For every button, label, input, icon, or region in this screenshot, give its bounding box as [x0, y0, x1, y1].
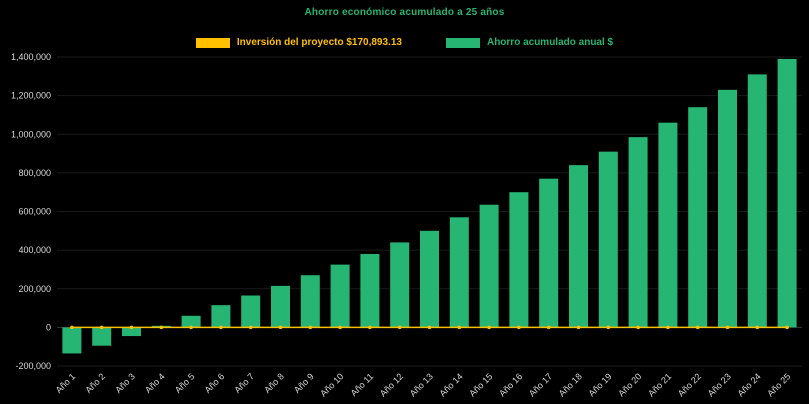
x-axis-label: Año 24	[735, 371, 762, 398]
x-axis-label: Año 20	[616, 371, 643, 398]
bar	[211, 305, 231, 328]
x-axis-label: Año 6	[203, 371, 227, 395]
line-marker	[487, 325, 491, 330]
line-marker	[606, 325, 611, 330]
chart-title: Ahorro económico acumulado a 25 años	[304, 7, 505, 18]
bar	[539, 178, 559, 328]
line-marker	[666, 325, 670, 330]
x-axis-label: Año 1	[54, 371, 78, 395]
line-marker	[248, 325, 253, 330]
bar	[330, 264, 350, 328]
y-axis-tick-label: 0	[46, 322, 51, 332]
line-marker	[70, 325, 74, 330]
x-axis-label: Año 17	[527, 371, 554, 398]
y-axis-tick-label: 600,000	[18, 207, 51, 217]
bar	[271, 285, 290, 328]
x-axis-label: Año 18	[557, 371, 584, 398]
legend-item-savings: Ahorro acumulado anual $	[445, 37, 614, 48]
line-marker	[755, 325, 760, 330]
bar	[449, 217, 469, 328]
bar	[777, 58, 797, 328]
y-axis-tick-label: -200,000	[15, 361, 51, 371]
legend-label-investment: Inversión del proyecto $170,893.13	[236, 37, 402, 48]
line-marker	[725, 325, 730, 330]
line-marker	[368, 325, 372, 330]
line-marker	[338, 325, 342, 330]
line-marker	[129, 325, 134, 330]
line-marker	[636, 325, 640, 330]
y-axis-tick-label: 400,000	[18, 245, 51, 255]
bar	[747, 74, 767, 328]
x-axis-label: Año 3	[113, 371, 137, 395]
bar	[300, 275, 320, 328]
bar	[718, 89, 737, 328]
bar	[598, 151, 618, 328]
line-marker	[219, 325, 223, 330]
line-marker	[397, 325, 402, 330]
bar	[241, 295, 261, 328]
bar	[122, 327, 141, 337]
bar	[360, 253, 380, 328]
x-axis-label: Año 8	[262, 371, 286, 395]
line-marker	[517, 325, 521, 330]
y-axis-tick-label: 800,000	[18, 168, 51, 178]
y-axis-tick-label: 1,200,000	[11, 91, 51, 101]
x-axis-label: Año 16	[497, 371, 524, 398]
line-marker	[189, 325, 193, 330]
line-marker	[427, 325, 432, 330]
line-marker	[159, 325, 164, 330]
y-axis-tick-label: 1,400,000	[11, 52, 51, 62]
bar	[509, 192, 529, 328]
bar	[420, 230, 439, 328]
line-marker	[278, 325, 283, 330]
line-marker	[546, 325, 551, 330]
line-marker	[457, 325, 462, 330]
x-axis-label: Año 9	[292, 371, 316, 395]
bar	[569, 165, 588, 328]
x-axis-label: Año 10	[318, 371, 345, 398]
x-axis-label: Año 14	[437, 371, 464, 398]
bar	[688, 107, 708, 328]
x-axis-label: Año 5	[173, 371, 197, 395]
legend-label-savings: Ahorro acumulado anual $	[486, 37, 614, 48]
bar	[658, 122, 678, 328]
bar	[628, 137, 648, 328]
bar	[181, 315, 201, 328]
x-axis-label: Año 2	[83, 371, 107, 395]
line-marker	[695, 325, 700, 330]
x-axis-label: Año 11	[349, 371, 376, 398]
y-axis-tick-label: 1,000,000	[11, 129, 51, 139]
y-axis-tick-label: 200,000	[18, 284, 51, 294]
legend-item-investment: Inversión del proyecto $170,893.13	[195, 37, 402, 48]
x-axis-label: Año 7	[232, 371, 256, 395]
x-axis-label: Año 22	[676, 371, 703, 398]
x-axis-label: Año 23	[706, 371, 733, 398]
legend-swatch-savings	[445, 37, 480, 48]
x-axis-label: Año 21	[646, 371, 673, 398]
x-axis-label: Año 25	[765, 371, 792, 398]
line-marker	[308, 325, 313, 330]
x-axis-label: Año 15	[467, 371, 494, 398]
bar	[479, 204, 499, 328]
line-marker	[99, 325, 104, 330]
bar	[390, 242, 410, 328]
line-marker	[576, 325, 581, 330]
x-axis-label: Año 12	[378, 371, 405, 398]
bar	[92, 327, 112, 346]
line-marker	[785, 325, 789, 330]
x-axis-label: Año 19	[586, 371, 613, 398]
legend-swatch-investment	[195, 37, 230, 48]
x-axis-label: Año 13	[408, 371, 435, 398]
bar	[62, 327, 82, 354]
x-axis-label: Año 4	[143, 371, 167, 395]
legend: Inversión del proyecto $170,893.13 Ahorr…	[0, 37, 809, 48]
